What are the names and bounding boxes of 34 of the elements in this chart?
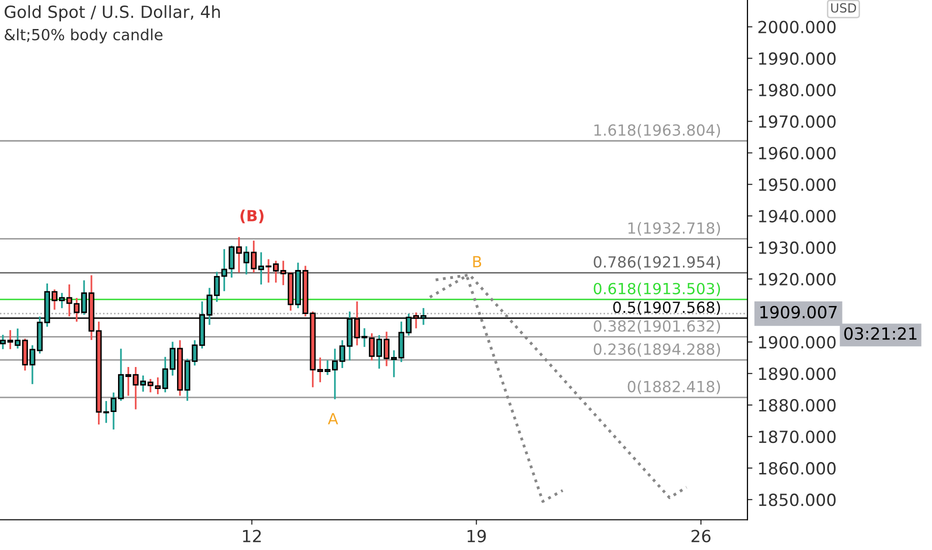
y-tick-label: 1950.000 [759, 178, 836, 191]
chart-title: Gold Spot / U.S. Dollar, 4h [4, 5, 220, 22]
y-tick-label: 1890.000 [759, 367, 836, 380]
text: &lt;50% body candle [4, 28, 162, 44]
ref-line-label: 0.236(1894.288) [594, 343, 720, 357]
y-tick-label: 1940.000 [759, 210, 836, 222]
y-tick-label: 1990.000 [759, 52, 836, 65]
annotation: A [328, 413, 338, 424]
y-tick-label: 1960.000 [759, 146, 836, 160]
x-tick-label: 26 [692, 530, 710, 542]
y-tick-label: 1980.000 [759, 84, 836, 96]
y-tick-label: 1920.000 [759, 272, 836, 286]
ref-line-label: 0.382(1901.632) [594, 320, 720, 334]
annotation: (B) [240, 210, 264, 224]
y-tick-label: 1930.000 [759, 241, 836, 254]
ref-line-label: 1909.007 [760, 306, 837, 318]
y-tick-label: 1860.000 [759, 462, 836, 475]
ref-line-label: 1(1932.718) [628, 222, 720, 236]
y-tick-label: 1900.000 [759, 336, 836, 349]
y-tick-label: 2000.000 [758, 20, 836, 34]
y-tick-label: 1970.000 [759, 115, 836, 128]
text: 03:21:21 [844, 327, 916, 340]
annotation: B [473, 256, 482, 268]
ref-line-label: 0(1882.418) [628, 380, 720, 394]
y-tick-label: 1870.000 [759, 430, 836, 444]
ref-line-label: 0.618(1913.503) [594, 282, 720, 296]
x-tick-label: 12 [243, 530, 261, 542]
x-tick-label: 19 [468, 530, 486, 542]
ref-line-label: 1.618(1963.804) [594, 124, 720, 138]
ref-line-label: 0.5(1907.568) [613, 301, 720, 315]
y-tick-label: 1850.000 [759, 494, 836, 506]
y-tick-label: 1880.000 [759, 398, 836, 412]
ref-line-label: 0.786(1921.954) [594, 256, 720, 270]
text: USD [831, 3, 856, 13]
